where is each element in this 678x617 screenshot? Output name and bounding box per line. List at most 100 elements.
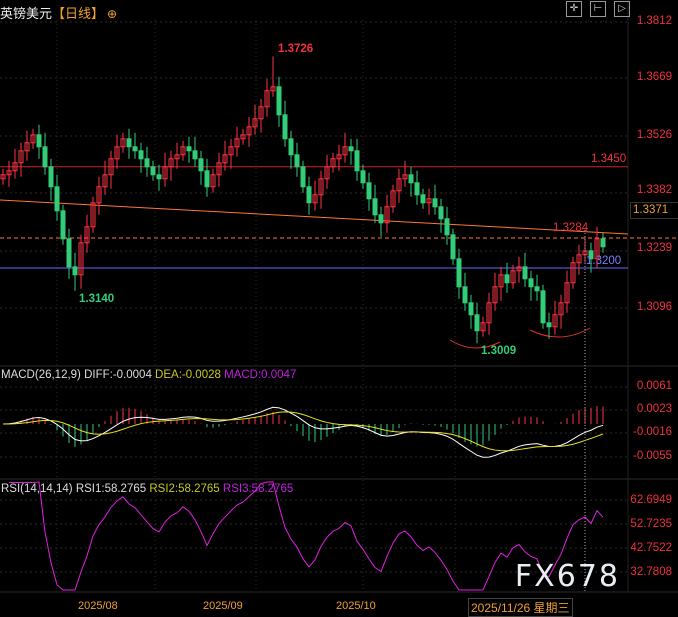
candle-body	[282, 114, 288, 140]
candle-body	[498, 274, 504, 288]
rsi-line	[9, 481, 604, 591]
candle-body	[186, 146, 192, 152]
rsi1-value: RSI1:58.2765	[75, 483, 147, 495]
candle-body	[324, 166, 330, 180]
candle-body	[126, 138, 132, 148]
macd-tick: -0.0016	[632, 426, 672, 438]
candle-body	[516, 266, 522, 272]
price-tick: 1.3526	[636, 129, 672, 141]
macd-params: MACD(26,12,9)	[1, 369, 81, 381]
candle-body	[234, 138, 240, 148]
candle-body	[90, 202, 96, 228]
candle-body	[360, 170, 366, 184]
crosshair-circle-icon[interactable]: ⊕	[107, 7, 118, 21]
rsi2-value: RSI2:58.2765	[149, 483, 220, 495]
symbol-name: 英镑美元	[0, 6, 53, 21]
rsi-tick: 32.7808	[630, 566, 672, 578]
candle-body	[402, 174, 408, 180]
candle-body	[330, 158, 336, 168]
candle-body	[162, 166, 168, 180]
candle-body	[246, 126, 252, 136]
low-label: 1.3009	[481, 345, 517, 357]
candle-body	[510, 270, 516, 284]
candle-body	[168, 158, 174, 168]
candle-body	[378, 214, 384, 224]
candle-body	[0, 174, 6, 180]
candle-body	[174, 154, 180, 160]
price-tick: 1.3096	[636, 301, 672, 313]
candle-body	[462, 286, 468, 304]
candle-body	[240, 134, 246, 140]
candle-body	[528, 278, 534, 288]
candle-body	[504, 274, 510, 284]
candle-body	[372, 198, 378, 216]
candle-body	[216, 162, 222, 176]
candle-body	[42, 146, 48, 168]
rsi-params: RSI(14,14,14)	[1, 483, 73, 495]
candle-body	[204, 170, 210, 188]
cursor-date-badge: 2025/11/26 星期三	[468, 598, 573, 617]
candle-body	[84, 226, 90, 244]
candle-body	[588, 250, 594, 260]
candle-body	[432, 198, 438, 208]
candle-body	[288, 138, 294, 156]
candle-body	[210, 174, 216, 188]
candle-body	[156, 174, 162, 180]
candle-body	[564, 282, 570, 304]
candle-body	[96, 186, 102, 204]
candle-body	[114, 146, 120, 160]
candle-body	[468, 302, 474, 316]
crosshair-icon[interactable]: ✛	[566, 1, 582, 17]
macd-dea-line	[2, 411, 604, 452]
candle-body	[576, 254, 582, 264]
candle-body	[342, 146, 348, 156]
macd-legend: MACD(26,12,9) DIFF:-0.0004 DEA:-0.0028 M…	[1, 369, 296, 381]
macd-tick: 0.0023	[636, 403, 672, 415]
rsi-legend: RSI(14,14,14) RSI1:58.2765 RSI2:58.2765 …	[1, 483, 293, 495]
price-tick: 1.3669	[636, 71, 672, 83]
play-icon[interactable]: ▷	[614, 1, 630, 17]
date-tick: 2025/10	[336, 600, 376, 612]
macd-tick: -0.0055	[632, 450, 672, 462]
candle-body	[450, 234, 456, 260]
low-label: 1.3140	[79, 293, 115, 305]
candle-body	[138, 150, 144, 160]
timeframe-label[interactable]: 【日线】	[52, 6, 105, 21]
candle-body	[456, 258, 462, 288]
candle-body	[336, 154, 342, 160]
price-tick: 1.3239	[636, 242, 672, 254]
candle-body	[102, 174, 108, 188]
candle-body	[66, 238, 72, 268]
candle-body	[414, 182, 420, 196]
date-tick: 2025/09	[203, 600, 243, 612]
rsi-tick: 62.6949	[630, 494, 672, 506]
candle-body	[426, 198, 432, 204]
candle-body	[198, 158, 204, 172]
candle-body	[60, 210, 66, 240]
candle-body	[36, 134, 42, 148]
candle-body	[222, 154, 228, 164]
candle-body	[420, 194, 426, 204]
price-tick: 1.3812	[636, 15, 672, 27]
candle-body	[492, 286, 498, 304]
candle-body	[24, 142, 30, 152]
candle-body	[600, 238, 606, 248]
bottom-arc	[529, 327, 591, 338]
candle-body	[396, 178, 402, 192]
candle-body	[474, 314, 480, 332]
candle-body	[48, 166, 54, 188]
trend-line	[0, 199, 629, 235]
candle-body	[294, 154, 300, 168]
macd-dea: DEA:-0.0028	[155, 369, 221, 381]
candle-body	[348, 146, 354, 152]
candle-body	[30, 134, 36, 144]
candle-body	[6, 170, 12, 176]
date-tick: 2025/08	[78, 600, 118, 612]
fit-left-icon[interactable]: ⊢	[590, 1, 606, 17]
rsi-tick: 52.7235	[630, 518, 672, 530]
candle-body	[270, 86, 276, 92]
candle-body	[522, 266, 528, 280]
candle-body	[264, 90, 270, 108]
candle-body	[480, 322, 486, 332]
